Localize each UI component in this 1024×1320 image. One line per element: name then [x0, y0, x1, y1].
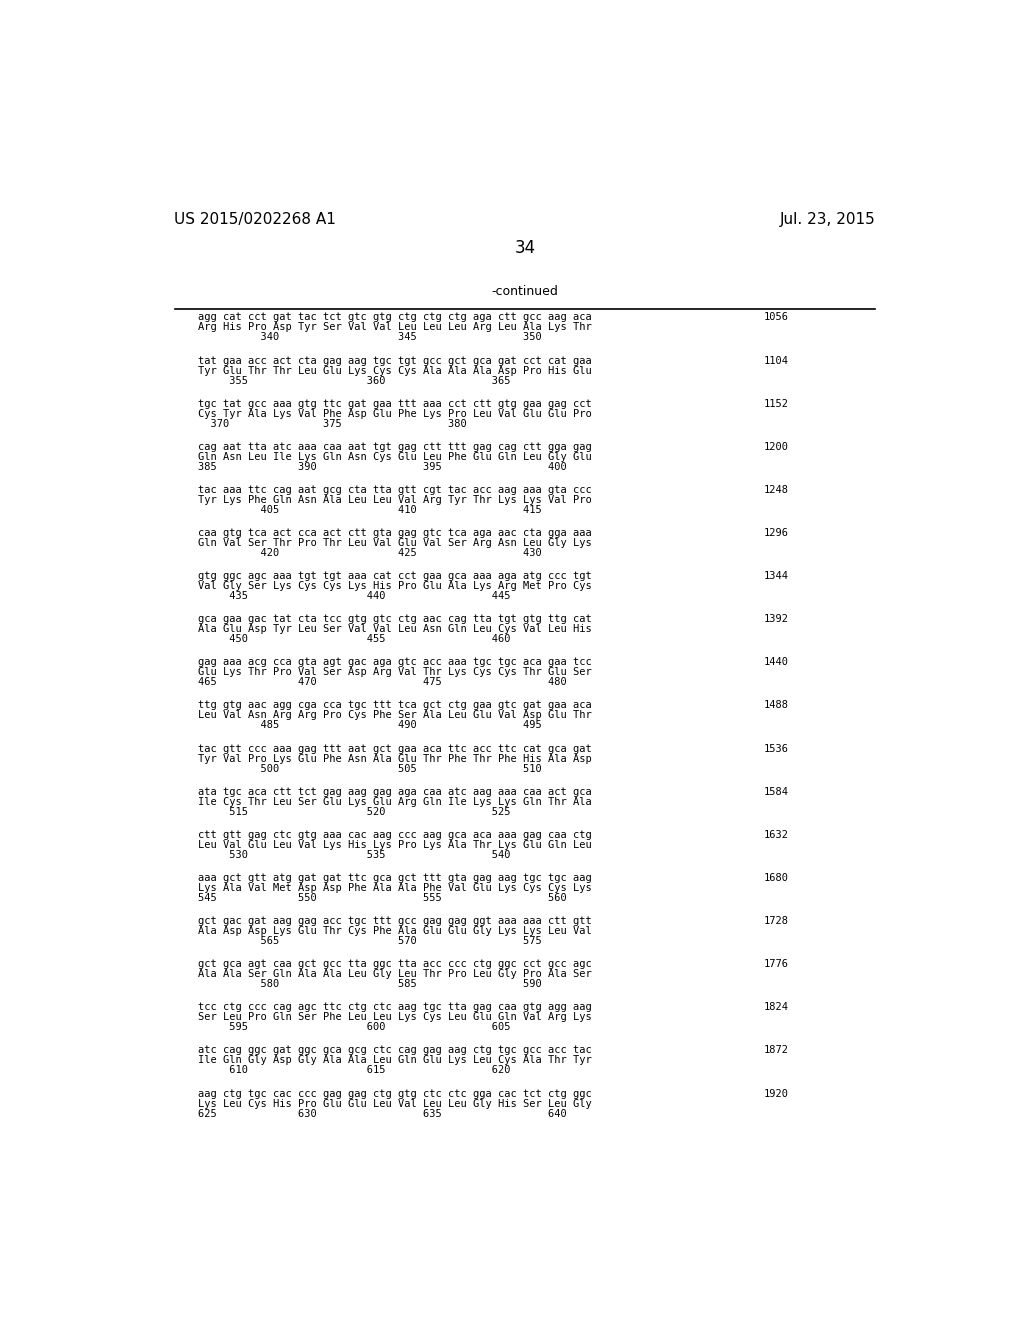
Text: Ala Ala Ser Gln Ala Ala Leu Gly Leu Thr Pro Leu Gly Pro Ala Ser: Ala Ala Ser Gln Ala Ala Leu Gly Leu Thr …: [198, 969, 592, 979]
Text: Val Gly Ser Lys Cys Cys Lys His Pro Glu Ala Lys Arg Met Pro Cys: Val Gly Ser Lys Cys Cys Lys His Pro Glu …: [198, 581, 592, 591]
Text: 1392: 1392: [764, 614, 788, 624]
Text: agg cat cct gat tac tct gtc gtg ctg ctg ctg aga ctt gcc aag aca: agg cat cct gat tac tct gtc gtg ctg ctg …: [198, 313, 592, 322]
Text: gct gca agt caa gct gcc tta ggc tta acc ccc ctg ggc cct gcc agc: gct gca agt caa gct gcc tta ggc tta acc …: [198, 960, 592, 969]
Text: 500                   505                 510: 500 505 510: [198, 763, 542, 774]
Text: 450                   455                 460: 450 455 460: [198, 635, 510, 644]
Text: 1536: 1536: [764, 743, 788, 754]
Text: 625             630                 635                 640: 625 630 635 640: [198, 1109, 566, 1118]
Text: 565                   570                 575: 565 570 575: [198, 936, 542, 946]
Text: 34: 34: [514, 239, 536, 257]
Text: 1680: 1680: [764, 873, 788, 883]
Text: tgc tat gcc aaa gtg ttc gat gaa ttt aaa cct ctt gtg gaa gag cct: tgc tat gcc aaa gtg ttc gat gaa ttt aaa …: [198, 399, 592, 409]
Text: Ala Glu Asp Tyr Leu Ser Val Val Leu Asn Gln Leu Cys Val Leu His: Ala Glu Asp Tyr Leu Ser Val Val Leu Asn …: [198, 624, 592, 634]
Text: 435                   440                 445: 435 440 445: [198, 591, 510, 601]
Text: Jul. 23, 2015: Jul. 23, 2015: [779, 213, 876, 227]
Text: 355                   360                 365: 355 360 365: [198, 376, 510, 385]
Text: gct gac gat aag gag acc tgc ttt gcc gag gag ggt aaa aaa ctt gtt: gct gac gat aag gag acc tgc ttt gcc gag …: [198, 916, 592, 927]
Text: 610                   615                 620: 610 615 620: [198, 1065, 510, 1076]
Text: 1200: 1200: [764, 442, 788, 451]
Text: Leu Val Glu Leu Val Lys His Lys Pro Lys Ala Thr Lys Glu Gln Leu: Leu Val Glu Leu Val Lys His Lys Pro Lys …: [198, 840, 592, 850]
Text: 1920: 1920: [764, 1089, 788, 1098]
Text: 595                   600                 605: 595 600 605: [198, 1022, 510, 1032]
Text: Gln Val Ser Thr Pro Thr Leu Val Glu Val Ser Arg Asn Leu Gly Lys: Gln Val Ser Thr Pro Thr Leu Val Glu Val …: [198, 539, 592, 548]
Text: ata tgc aca ctt tct gag aag gag aga caa atc aag aaa caa act gca: ata tgc aca ctt tct gag aag gag aga caa …: [198, 787, 592, 797]
Text: Gln Asn Leu Ile Lys Gln Asn Cys Glu Leu Phe Glu Gln Leu Gly Glu: Gln Asn Leu Ile Lys Gln Asn Cys Glu Leu …: [198, 451, 592, 462]
Text: Cys Tyr Ala Lys Val Phe Asp Glu Phe Lys Pro Leu Val Glu Glu Pro: Cys Tyr Ala Lys Val Phe Asp Glu Phe Lys …: [198, 409, 592, 418]
Text: 385             390                 395                 400: 385 390 395 400: [198, 462, 566, 471]
Text: 465             470                 475                 480: 465 470 475 480: [198, 677, 566, 688]
Text: tac aaa ttc cag aat gcg cta tta gtt cgt tac acc aag aaa gta ccc: tac aaa ttc cag aat gcg cta tta gtt cgt …: [198, 484, 592, 495]
Text: 420                   425                 430: 420 425 430: [198, 548, 542, 558]
Text: Tyr Lys Phe Gln Asn Ala Leu Leu Val Arg Tyr Thr Lys Lys Val Pro: Tyr Lys Phe Gln Asn Ala Leu Leu Val Arg …: [198, 495, 592, 504]
Text: 405                   410                 415: 405 410 415: [198, 506, 542, 515]
Text: 545             550                 555                 560: 545 550 555 560: [198, 892, 566, 903]
Text: -continued: -continued: [492, 285, 558, 298]
Text: Tyr Glu Thr Thr Leu Glu Lys Cys Cys Ala Ala Ala Asp Pro His Glu: Tyr Glu Thr Thr Leu Glu Lys Cys Cys Ala …: [198, 366, 592, 375]
Text: 1728: 1728: [764, 916, 788, 927]
Text: tat gaa acc act cta gag aag tgc tgt gcc gct gca gat cct cat gaa: tat gaa acc act cta gag aag tgc tgt gcc …: [198, 355, 592, 366]
Text: 370               375                 380: 370 375 380: [198, 418, 467, 429]
Text: Ile Cys Thr Leu Ser Glu Lys Glu Arg Gln Ile Lys Lys Gln Thr Ala: Ile Cys Thr Leu Ser Glu Lys Glu Arg Gln …: [198, 797, 592, 807]
Text: Lys Ala Val Met Asp Asp Phe Ala Ala Phe Val Glu Lys Cys Cys Lys: Lys Ala Val Met Asp Asp Phe Ala Ala Phe …: [198, 883, 592, 892]
Text: 1824: 1824: [764, 1002, 788, 1012]
Text: Arg His Pro Asp Tyr Ser Val Val Leu Leu Leu Arg Leu Ala Lys Thr: Arg His Pro Asp Tyr Ser Val Val Leu Leu …: [198, 322, 592, 333]
Text: Ile Gln Gly Asp Gly Ala Ala Leu Gln Glu Lys Leu Cys Ala Thr Tyr: Ile Gln Gly Asp Gly Ala Ala Leu Gln Glu …: [198, 1056, 592, 1065]
Text: Leu Val Asn Arg Arg Pro Cys Phe Ser Ala Leu Glu Val Asp Glu Thr: Leu Val Asn Arg Arg Pro Cys Phe Ser Ala …: [198, 710, 592, 721]
Text: 1584: 1584: [764, 787, 788, 797]
Text: Tyr Val Pro Lys Glu Phe Asn Ala Glu Thr Phe Thr Phe His Ala Asp: Tyr Val Pro Lys Glu Phe Asn Ala Glu Thr …: [198, 754, 592, 763]
Text: 1152: 1152: [764, 399, 788, 409]
Text: 1872: 1872: [764, 1045, 788, 1056]
Text: caa gtg tca act cca act ctt gta gag gtc tca aga aac cta gga aaa: caa gtg tca act cca act ctt gta gag gtc …: [198, 528, 592, 539]
Text: ttg gtg aac agg cga cca tgc ttt tca gct ctg gaa gtc gat gaa aca: ttg gtg aac agg cga cca tgc ttt tca gct …: [198, 701, 592, 710]
Text: cag aat tta atc aaa caa aat tgt gag ctt ttt gag cag ctt gga gag: cag aat tta atc aaa caa aat tgt gag ctt …: [198, 442, 592, 451]
Text: Ala Asp Asp Lys Glu Thr Cys Phe Ala Glu Glu Gly Lys Lys Leu Val: Ala Asp Asp Lys Glu Thr Cys Phe Ala Glu …: [198, 927, 592, 936]
Text: tac gtt ccc aaa gag ttt aat gct gaa aca ttc acc ttc cat gca gat: tac gtt ccc aaa gag ttt aat gct gaa aca …: [198, 743, 592, 754]
Text: 1344: 1344: [764, 572, 788, 581]
Text: 1632: 1632: [764, 830, 788, 840]
Text: 530                   535                 540: 530 535 540: [198, 850, 510, 859]
Text: 1776: 1776: [764, 960, 788, 969]
Text: gtg ggc agc aaa tgt tgt aaa cat cct gaa gca aaa aga atg ccc tgt: gtg ggc agc aaa tgt tgt aaa cat cct gaa …: [198, 572, 592, 581]
Text: 1248: 1248: [764, 484, 788, 495]
Text: 580                   585                 590: 580 585 590: [198, 979, 542, 989]
Text: atc cag ggc gat ggc gca gcg ctc cag gag aag ctg tgc gcc acc tac: atc cag ggc gat ggc gca gcg ctc cag gag …: [198, 1045, 592, 1056]
Text: 1056: 1056: [764, 313, 788, 322]
Text: Lys Leu Cys His Pro Glu Glu Leu Val Leu Leu Gly His Ser Leu Gly: Lys Leu Cys His Pro Glu Glu Leu Val Leu …: [198, 1098, 592, 1109]
Text: Glu Lys Thr Pro Val Ser Asp Arg Val Thr Lys Cys Cys Thr Glu Ser: Glu Lys Thr Pro Val Ser Asp Arg Val Thr …: [198, 668, 592, 677]
Text: 1104: 1104: [764, 355, 788, 366]
Text: aag ctg tgc cac ccc gag gag ctg gtg ctc ctc gga cac tct ctg ggc: aag ctg tgc cac ccc gag gag ctg gtg ctc …: [198, 1089, 592, 1098]
Text: 1488: 1488: [764, 701, 788, 710]
Text: gca gaa gac tat cta tcc gtg gtc ctg aac cag tta tgt gtg ttg cat: gca gaa gac tat cta tcc gtg gtc ctg aac …: [198, 614, 592, 624]
Text: 1296: 1296: [764, 528, 788, 539]
Text: 515                   520                 525: 515 520 525: [198, 807, 510, 817]
Text: 340                   345                 350: 340 345 350: [198, 333, 542, 342]
Text: 1440: 1440: [764, 657, 788, 668]
Text: aaa gct gtt atg gat gat ttc gca gct ttt gta gag aag tgc tgc aag: aaa gct gtt atg gat gat ttc gca gct ttt …: [198, 873, 592, 883]
Text: ctt gtt gag ctc gtg aaa cac aag ccc aag gca aca aaa gag caa ctg: ctt gtt gag ctc gtg aaa cac aag ccc aag …: [198, 830, 592, 840]
Text: 485                   490                 495: 485 490 495: [198, 721, 542, 730]
Text: US 2015/0202268 A1: US 2015/0202268 A1: [174, 213, 336, 227]
Text: Ser Leu Pro Gln Ser Phe Leu Leu Lys Cys Leu Glu Gln Val Arg Lys: Ser Leu Pro Gln Ser Phe Leu Leu Lys Cys …: [198, 1012, 592, 1022]
Text: tcc ctg ccc cag agc ttc ctg ctc aag tgc tta gag caa gtg agg aag: tcc ctg ccc cag agc ttc ctg ctc aag tgc …: [198, 1002, 592, 1012]
Text: gag aaa acg cca gta agt gac aga gtc acc aaa tgc tgc aca gaa tcc: gag aaa acg cca gta agt gac aga gtc acc …: [198, 657, 592, 668]
